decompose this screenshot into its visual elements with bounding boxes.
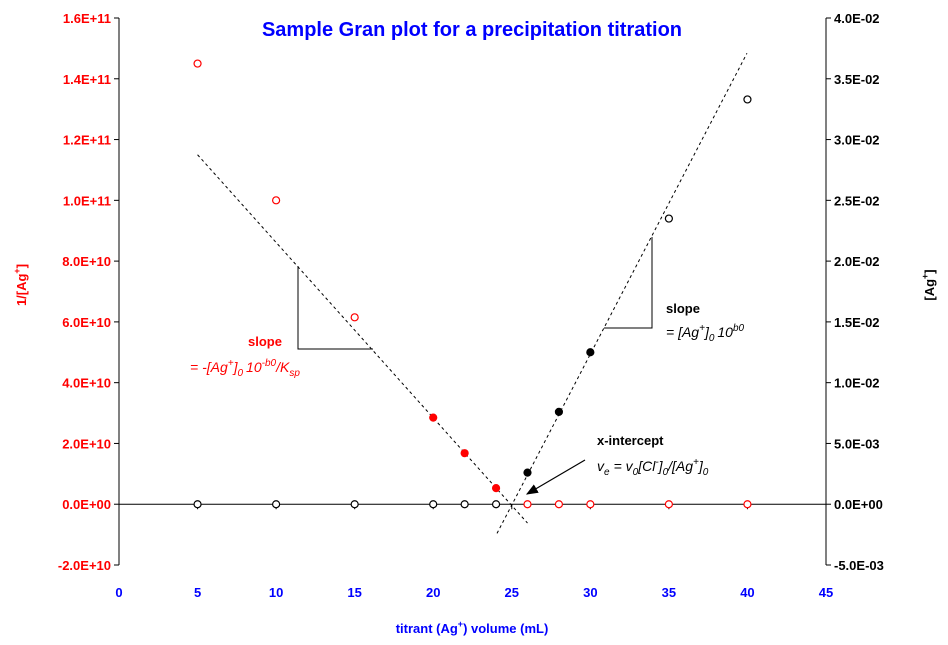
data-point-right	[554, 407, 564, 416]
data-point-left	[554, 500, 564, 509]
x-tick-label: 25	[505, 585, 519, 600]
data-point-left	[664, 500, 673, 509]
data-point-right	[272, 500, 281, 509]
x-tick-label: 35	[662, 585, 676, 600]
x-tick-label: 10	[269, 585, 283, 600]
x-tick-label: 15	[347, 585, 361, 600]
y-right-tick-label: 4.0E-02	[834, 11, 880, 26]
data-point-right	[350, 500, 359, 509]
fit-line-right	[496, 53, 748, 534]
y-right-tick-label: 0.0E+00	[834, 497, 883, 512]
x-intercept-arrow	[525, 459, 586, 495]
y-left-axis-label: 1/[Ag+]	[12, 264, 29, 306]
y-right-tick-label: 2.5E-02	[834, 193, 880, 208]
x-tick-label: 5	[194, 585, 201, 600]
x-tick-label: 30	[583, 585, 597, 600]
chart-title: Sample Gran plot for a precipitation tit…	[262, 19, 682, 41]
data-point-right	[460, 500, 469, 509]
y-right-tick-label: 3.5E-02	[834, 72, 880, 87]
y-right-tick-label: 3.0E-02	[834, 133, 880, 148]
data-point-left	[491, 484, 501, 493]
y-left-tick-label: 1.2E+11	[63, 133, 111, 148]
data-point-left	[193, 59, 202, 68]
y-right-tick-label: 1.5E-02	[834, 315, 880, 330]
y-left-tick-label: 1.4E+11	[63, 72, 111, 87]
x-intercept-equation: ve = v0[Cl-]0/[Ag+]0	[597, 457, 709, 478]
y-left-tick-label: -2.0E+10	[58, 558, 111, 573]
x-intercept-label: x-intercept	[597, 433, 664, 448]
y-left-tick-label: 6.0E+10	[62, 315, 111, 330]
x-axis-label: titrant (Ag+) volume (mL)	[396, 619, 549, 636]
fit-line-left	[197, 154, 528, 524]
data-point-left	[523, 500, 532, 509]
data-point-left	[429, 413, 438, 422]
data-point-right	[743, 95, 752, 104]
left-slope-equation: = -[Ag+]0 10-b0/Ksp	[190, 358, 300, 379]
y-left-tick-label: 2.0E+10	[62, 436, 111, 451]
data-point-right	[664, 214, 673, 223]
y-left-tick-label: 8.0E+10	[62, 254, 111, 269]
y-left-tick-label: 4.0E+10	[62, 376, 111, 391]
y-right-tick-label: 1.0E-02	[834, 376, 880, 391]
x-tick-label: 45	[819, 585, 833, 600]
right-slope-triangle	[604, 237, 653, 329]
data-point-right	[586, 348, 595, 357]
data-point-left	[350, 313, 359, 322]
data-point-left	[743, 500, 752, 509]
data-point-left	[586, 500, 595, 509]
right-slope-equation: = [Ag+]0 10b0	[666, 323, 745, 344]
left-slope-triangle	[297, 266, 373, 350]
x-tick-label: 40	[740, 585, 754, 600]
x-tick-label: 20	[426, 585, 440, 600]
data-point-right	[523, 468, 532, 477]
y-right-tick-label: 5.0E-03	[834, 436, 880, 451]
y-right-tick-label: -5.0E-03	[834, 558, 884, 573]
data-point-left	[460, 449, 469, 458]
data-point-left	[272, 196, 281, 205]
data-point-right	[429, 500, 438, 509]
left-slope-label: slope	[248, 334, 282, 349]
data-point-right	[491, 500, 501, 509]
y-left-tick-label: 1.6E+11	[63, 11, 111, 26]
data-point-right	[193, 500, 202, 509]
right-slope-label: slope	[666, 301, 700, 316]
y-left-tick-label: 1.0E+11	[63, 193, 111, 208]
y-right-tick-label: 2.0E-02	[834, 254, 880, 269]
y-left-tick-label: 0.0E+00	[62, 497, 111, 512]
y-right-axis-label: [Ag+]	[920, 269, 937, 300]
x-tick-label: 0	[115, 585, 122, 600]
